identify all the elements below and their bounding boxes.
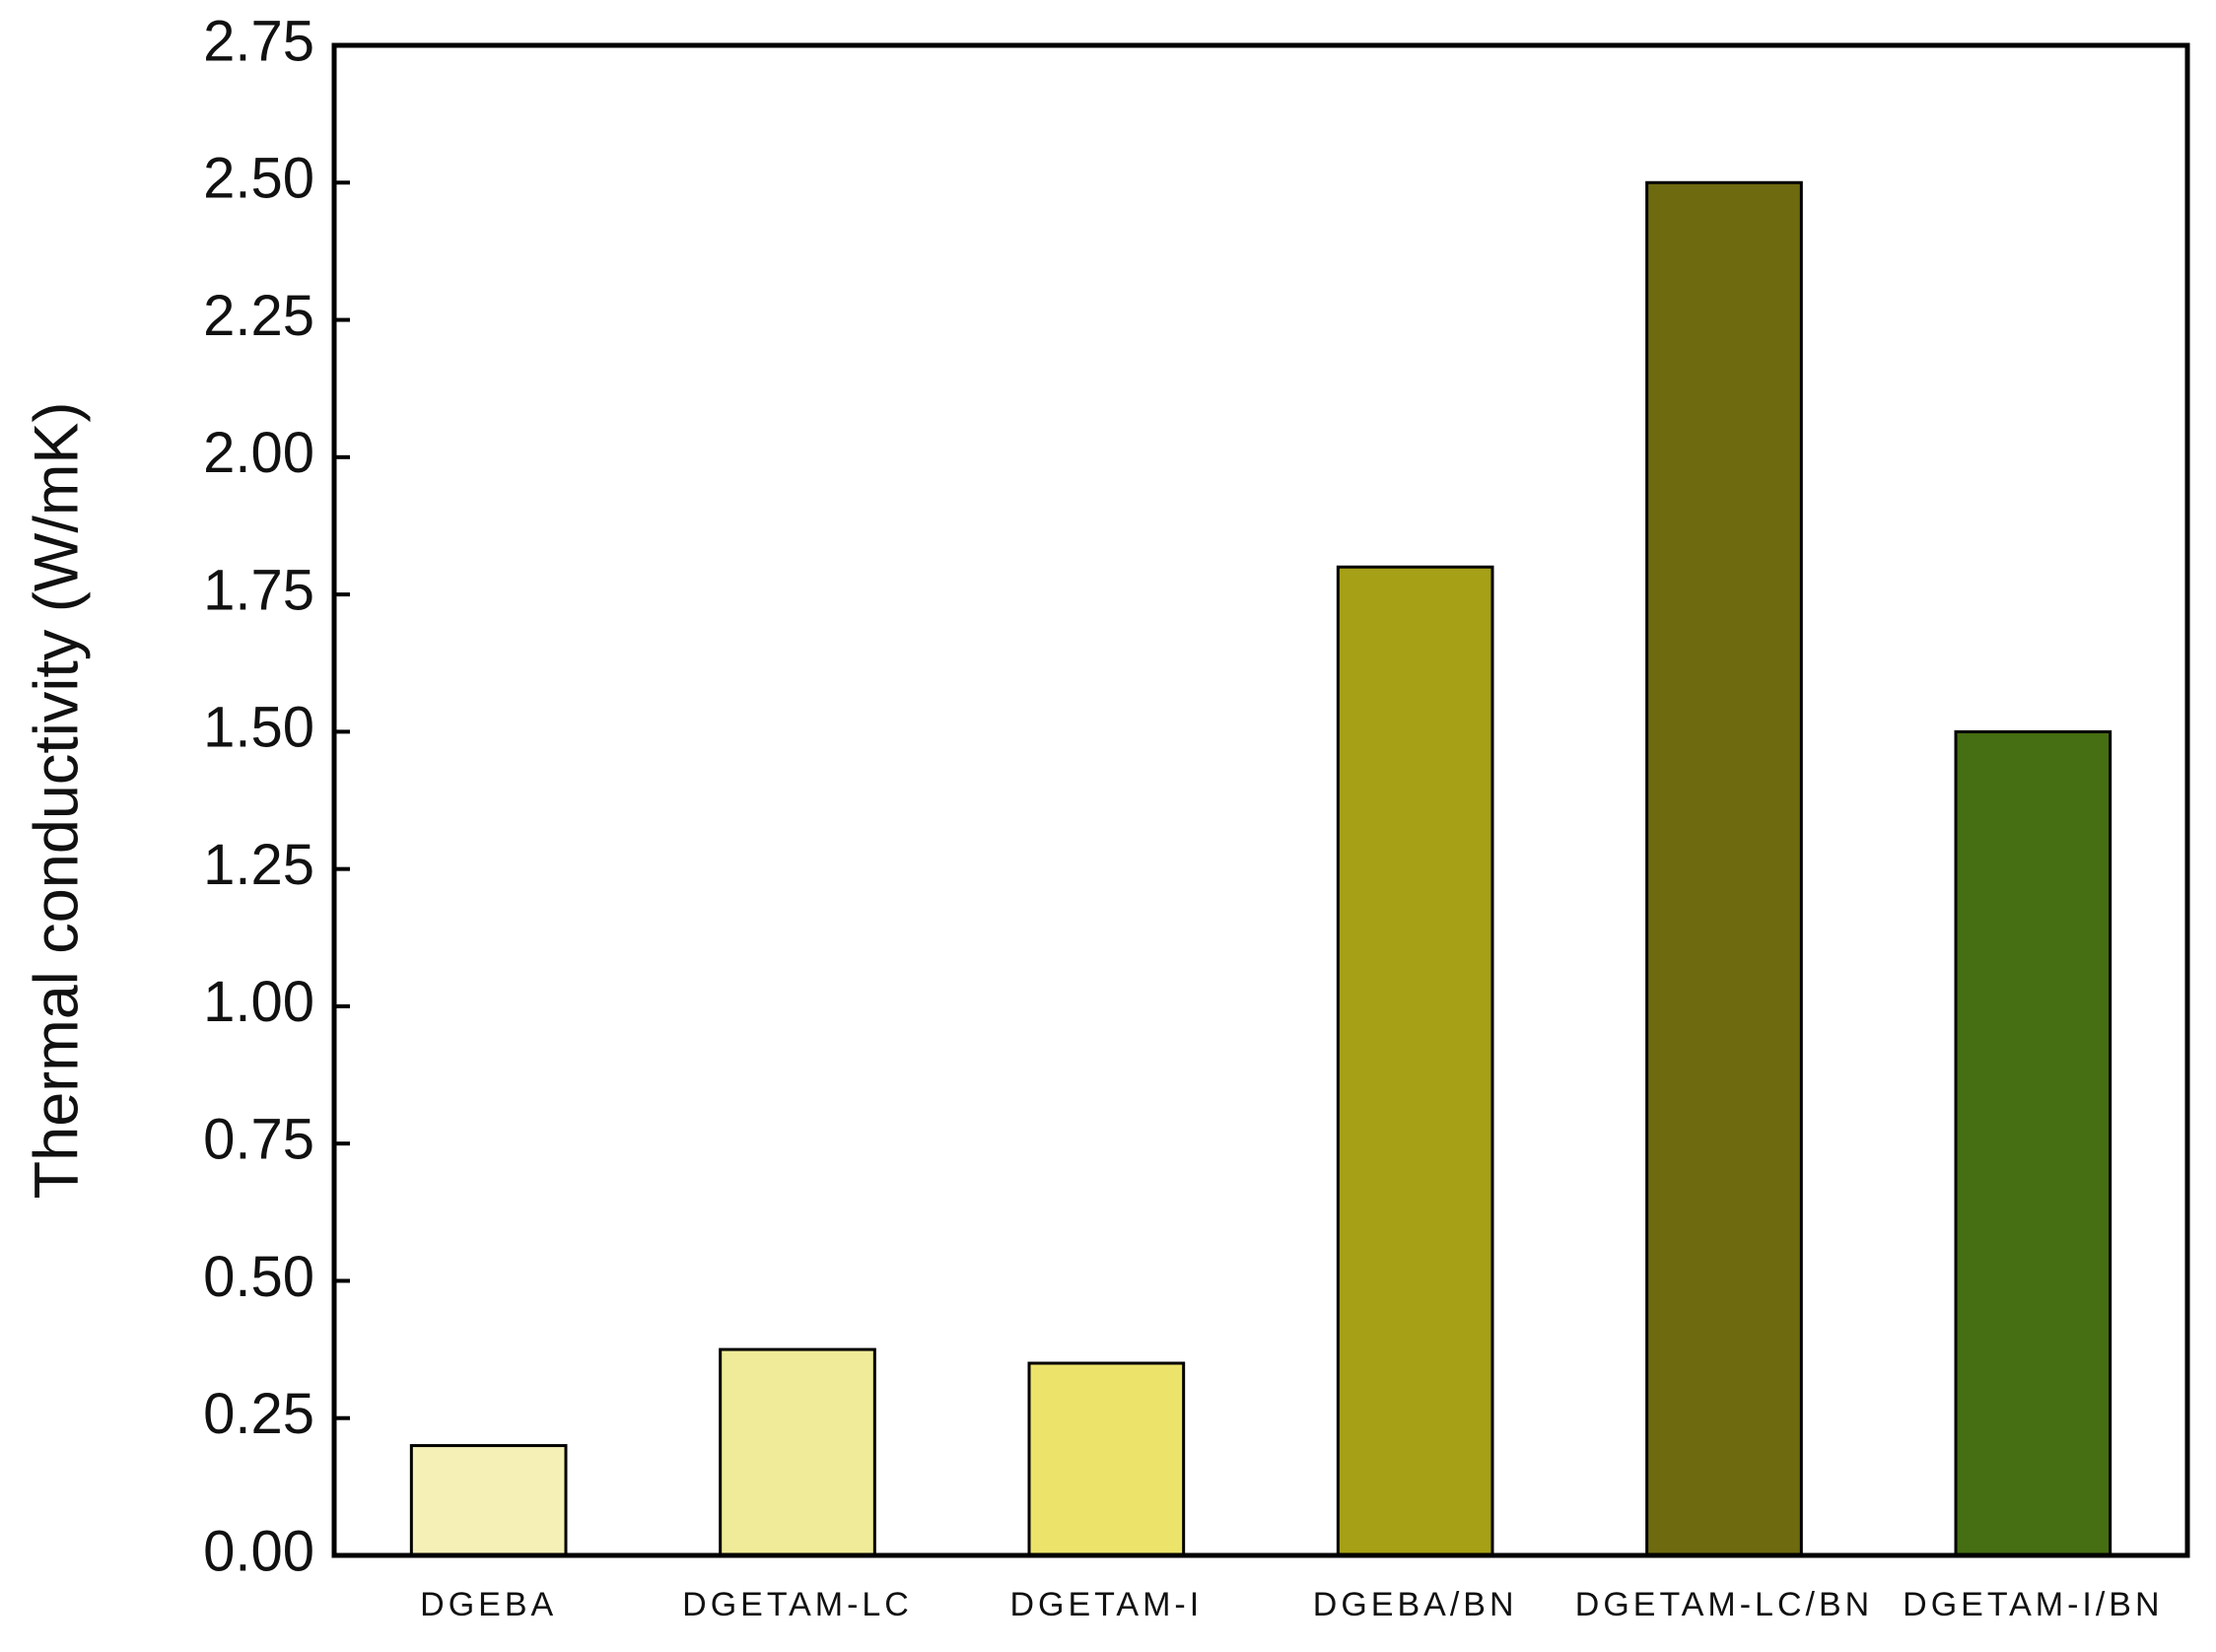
y-tick-label: 1.00 bbox=[203, 970, 314, 1034]
y-tick-label: 1.50 bbox=[203, 696, 314, 760]
y-tick-label: 1.25 bbox=[203, 833, 314, 897]
x-tick-label: DGETAM-LC/BN bbox=[1575, 1586, 1873, 1623]
y-tick-label: 2.50 bbox=[203, 147, 314, 211]
y-axis-title: Thermal conductivity (W/mK) bbox=[23, 402, 92, 1200]
plot-frame bbox=[331, 42, 2190, 1558]
y-tick-label: 0.25 bbox=[203, 1382, 314, 1446]
y-tick-label: 1.75 bbox=[203, 558, 314, 622]
x-tick-label: DGEBA bbox=[420, 1586, 557, 1623]
y-tick-label: 0.00 bbox=[203, 1519, 314, 1583]
bar bbox=[1027, 1361, 1186, 1557]
x-tick-label: DGETAM-LC bbox=[682, 1586, 913, 1623]
y-tick-label: 0.75 bbox=[203, 1108, 314, 1172]
y-tick-label: 2.25 bbox=[203, 284, 314, 348]
bar bbox=[1954, 729, 2112, 1557]
y-tick-label: 2.75 bbox=[203, 9, 314, 73]
bar bbox=[1336, 565, 1494, 1557]
bar bbox=[409, 1444, 568, 1557]
x-tick-label: DGEBA/BN bbox=[1313, 1586, 1518, 1623]
x-tick-label: DGETAM-I/BN bbox=[1903, 1586, 2163, 1623]
x-tick-label: DGETAM-I bbox=[1009, 1586, 1203, 1623]
bar bbox=[719, 1347, 876, 1557]
y-tick-label: 0.50 bbox=[203, 1245, 314, 1309]
bar bbox=[1645, 180, 1803, 1557]
y-tick-label: 2.00 bbox=[203, 421, 314, 485]
